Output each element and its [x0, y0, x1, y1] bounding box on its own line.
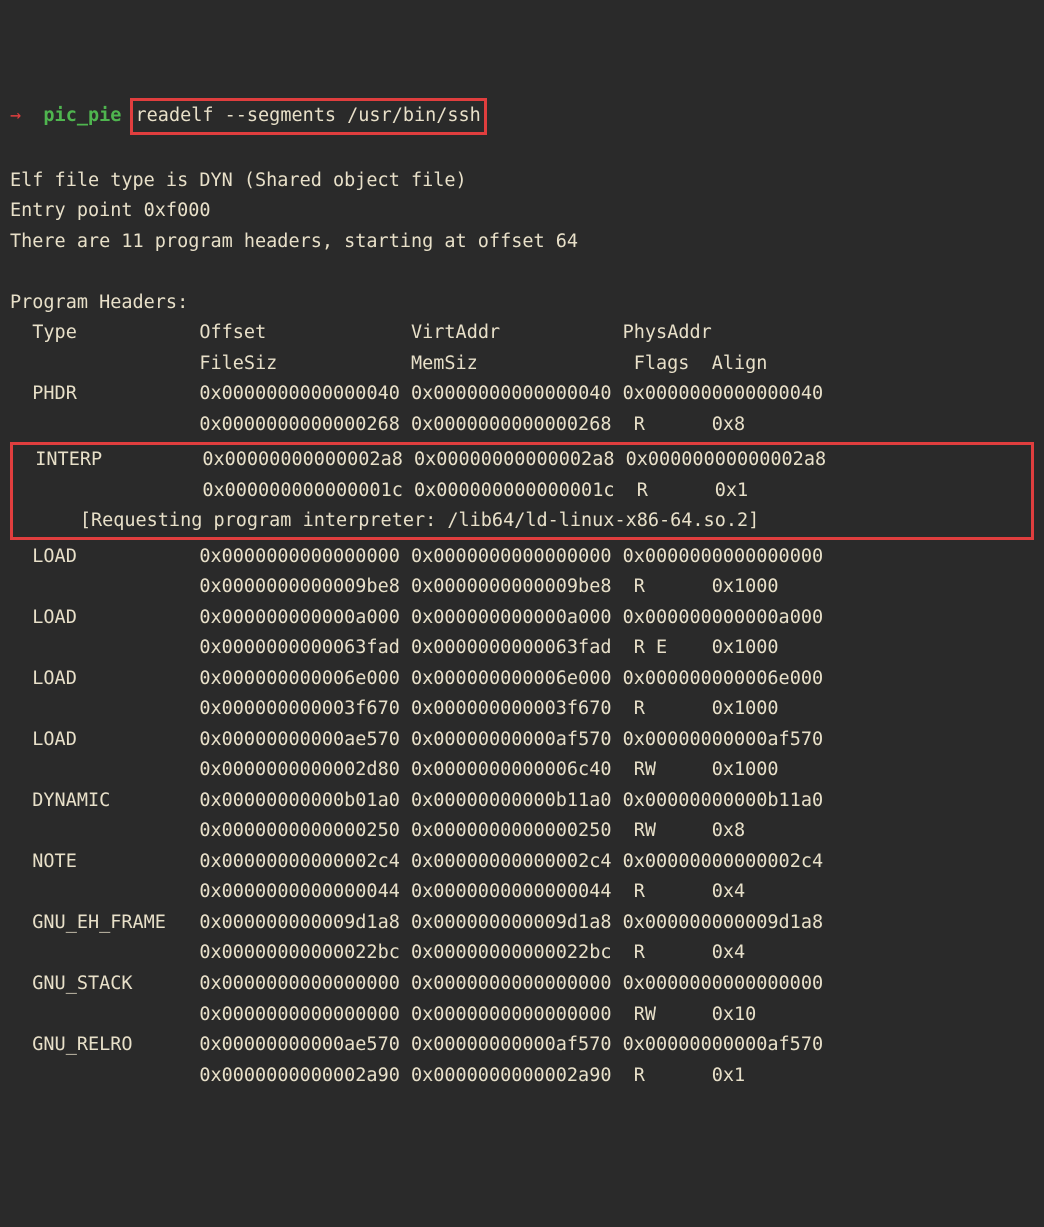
section-title: Program Headers: — [10, 292, 188, 313]
col-flags: Flags — [634, 353, 690, 374]
col-header-line-1: Type Offset VirtAddr PhysAddr — [10, 322, 712, 343]
command-highlight: readelf --segments /usr/bin/ssh — [130, 98, 487, 136]
col-type: Type — [32, 322, 77, 343]
row-load2: LOAD 0x000000000000a000 0x000000000000a0… — [10, 607, 823, 659]
interp-note: [Requesting program interpreter: /lib64/… — [80, 510, 759, 531]
col-header-line-2: FileSiz MemSiz Flags Align — [10, 353, 767, 374]
col-memsz: MemSiz — [411, 353, 478, 374]
preamble-l2: Entry point 0xf000 — [10, 200, 210, 221]
row-stack: GNU_STACK 0x0000000000000000 0x000000000… — [10, 973, 823, 1025]
row-relro: GNU_RELRO 0x00000000000ae570 0x000000000… — [10, 1034, 823, 1086]
command-text: readelf --segments /usr/bin/ssh — [136, 105, 481, 126]
prompt-dir: pic_pie — [43, 105, 121, 126]
row-eh-frame: GNU_EH_FRAME 0x000000000009d1a8 0x000000… — [10, 912, 823, 964]
row-dynamic: DYNAMIC 0x00000000000b01a0 0x00000000000… — [10, 790, 823, 842]
col-virt: VirtAddr — [411, 322, 500, 343]
col-offset: Offset — [199, 322, 266, 343]
col-align: Align — [712, 353, 768, 374]
col-filesz: FileSiz — [199, 353, 277, 374]
row-load1: LOAD 0x0000000000000000 0x00000000000000… — [10, 546, 823, 598]
prompt-arrow: → — [10, 105, 21, 126]
row-note: NOTE 0x00000000000002c4 0x00000000000002… — [10, 851, 823, 903]
terminal-output: → pic_pie readelf --segments /usr/bin/ss… — [10, 98, 1034, 1092]
row-load4: LOAD 0x00000000000ae570 0x00000000000af5… — [10, 729, 823, 781]
interp-highlight: INTERP 0x00000000000002a8 0x000000000000… — [10, 442, 1034, 540]
col-phys: PhysAddr — [623, 322, 712, 343]
preamble-l3: There are 11 program headers, starting a… — [10, 231, 578, 252]
row-load3: LOAD 0x000000000006e000 0x000000000006e0… — [10, 668, 823, 720]
preamble-l1: Elf file type is DYN (Shared object file… — [10, 170, 467, 191]
row-phdr: PHDR 0x0000000000000040 0x00000000000000… — [10, 383, 823, 435]
